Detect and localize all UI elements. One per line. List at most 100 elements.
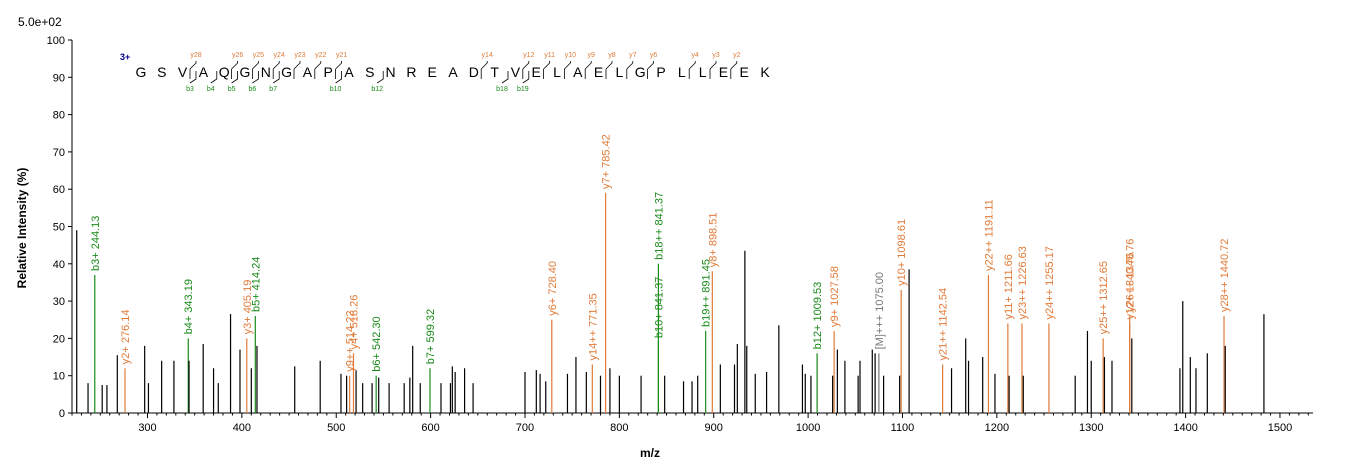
b-peak-label: b6+ 542.30: [371, 316, 383, 371]
y-tick-label: 80: [53, 110, 65, 122]
residue-letter: V: [511, 64, 521, 80]
residue-letter: T: [490, 64, 499, 80]
y-ion-label: y11: [544, 52, 555, 59]
x-tick-label: 500: [327, 422, 345, 434]
residue-letter: S: [365, 64, 374, 80]
b-peak-label: b19++ 891.45: [701, 259, 713, 327]
residue-letter: L: [616, 64, 624, 80]
y-tick-label: 100: [47, 35, 65, 47]
b-ion-label: b10: [330, 86, 342, 93]
y-ion-cleavage-mark: [314, 61, 322, 70]
y-ion-cleavage-mark: [231, 61, 239, 70]
residue-letter: L: [553, 64, 561, 80]
y-ion-label: y9: [587, 52, 595, 59]
y-tick-label: 0: [59, 408, 65, 420]
x-tick-label: 800: [610, 422, 628, 434]
b-ion-cleavage-mark: [335, 71, 343, 84]
y-tick-label: 30: [53, 296, 65, 308]
y-ion-cleavage-mark: [335, 61, 343, 70]
b-ion-cleavage-mark: [231, 71, 239, 84]
y-ion-label: y24: [274, 52, 285, 59]
y-ion-label: y6: [650, 52, 658, 59]
b-ion-cleavage-mark: [501, 71, 509, 84]
y-ion-cleavage-mark: [293, 61, 301, 70]
residue-letter: G: [240, 64, 251, 80]
charge-state-label: 3+: [120, 52, 130, 62]
precursor-peak-label: [M]+++ 1075.00: [874, 272, 886, 349]
b-peak-label: b12+ 1009.53: [812, 282, 824, 350]
residue-letter: N: [261, 64, 271, 80]
y-peak-label: y7+ 785.42: [601, 134, 613, 189]
y-ion-label: y12: [523, 52, 534, 59]
residue-letter: R: [406, 64, 416, 80]
intensity-scale-label: 5.0e+02: [18, 15, 62, 29]
y-peak-label: y9+ 1027.58: [829, 266, 841, 327]
residue-letter: G: [281, 64, 292, 80]
y-ion-label: y23: [294, 52, 305, 59]
b-ion-cleavage-mark: [272, 71, 280, 84]
y-peak-label: y24++ 1255.17: [1044, 246, 1056, 319]
y-ion-cleavage-mark: [709, 61, 717, 70]
x-tick-label: 1500: [1268, 422, 1292, 434]
y-peak-label: y25++ 1312.65: [1098, 261, 1110, 334]
b-ion-cleavage-mark: [189, 71, 197, 84]
y-ion-cleavage-mark: [564, 61, 571, 70]
y-tick-label: 90: [53, 72, 65, 84]
y-tick-label: 60: [53, 184, 65, 196]
y-tick-label: 50: [53, 222, 65, 234]
y-tick-label: 40: [53, 259, 65, 271]
peaks: [76, 192, 1265, 413]
y-ion-cleavage-mark: [688, 61, 696, 70]
y-ion-label: y10: [565, 52, 576, 59]
y-ion-label: y3: [712, 52, 720, 59]
x-tick-label: 1000: [796, 422, 820, 434]
residue-letter: A: [303, 64, 313, 80]
y-ion-cleavage-mark: [272, 61, 280, 70]
residue-letter: E: [719, 64, 728, 80]
b-ion-label: b6: [249, 86, 257, 93]
residue-letter: S: [157, 64, 166, 80]
residue-letter: P: [656, 64, 665, 80]
y-ion-label: y28: [190, 52, 201, 59]
residue-letter: E: [740, 64, 749, 80]
x-tick-label: 1100: [891, 422, 915, 434]
y-tick-label: 10: [53, 371, 65, 383]
b-peak-label: b10+ 841.37: [653, 277, 665, 338]
y-peak-label: y6+ 728.40: [547, 261, 559, 316]
y-ion-label: y7: [629, 52, 637, 59]
b-ion-label: b3: [186, 86, 194, 93]
b-ion-cleavage-mark: [522, 71, 530, 84]
b-ion-label: b12: [371, 86, 383, 93]
b-ion-cleavage-mark: [252, 71, 259, 84]
b-ion-label: b18: [496, 86, 508, 93]
residue-letter: E: [532, 64, 541, 80]
b-ion-label: b19: [517, 86, 529, 93]
y-axis-title: Relative Intensity (%): [15, 168, 29, 289]
y-ion-cleavage-mark: [584, 61, 592, 70]
y-peak-label: y3+ 405.19: [242, 280, 254, 335]
residue-letter: E: [594, 64, 603, 80]
residue-letter: P: [324, 64, 333, 80]
residue-letter: K: [760, 64, 770, 80]
y-peak-label: y11+ 1211.66: [1003, 254, 1015, 319]
y-peak-label: y12+ 1340.76: [1125, 252, 1137, 319]
y-peak-label: y26++ 1340.76: [1125, 239, 1137, 312]
y-peak-label: y10+ 1098.61: [896, 219, 908, 286]
y-ion-cleavage-mark: [189, 61, 197, 70]
residue-letter: Q: [219, 64, 230, 80]
y-ion-cleavage-mark: [543, 61, 550, 70]
x-tick-label: 700: [516, 422, 534, 434]
b-ion-label: b4: [207, 86, 215, 93]
x-tick-label: 900: [705, 422, 723, 434]
b-peak-label: b4+ 343.19: [183, 279, 195, 334]
x-tick-label: 1300: [1079, 422, 1103, 434]
residue-letter: G: [136, 64, 147, 80]
b-peak-label: b3+ 244.13: [90, 216, 102, 271]
b-peak-label: b18++ 841.37: [653, 192, 665, 260]
y-peak-label: y8+ 898.51: [707, 213, 719, 268]
b-ion-label: b5: [228, 86, 236, 93]
y-ion-label: y21: [336, 52, 347, 59]
x-tick-label: 1200: [985, 422, 1009, 434]
